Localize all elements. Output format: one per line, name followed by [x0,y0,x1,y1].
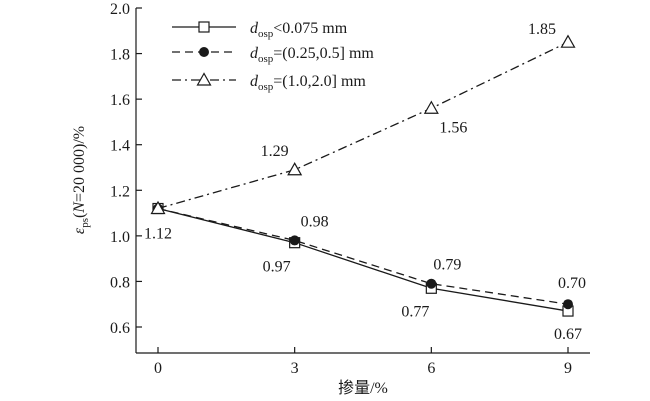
y-axis-title-n: N [71,201,88,214]
y-tick-label: 0.6 [110,320,130,337]
series-1-data-label: 1.12 [144,226,172,243]
y-tick-label: 1.0 [110,229,130,246]
series-2-line [157,207,569,305]
series-3-markers [150,34,576,215]
y-axis-title-subscript: ps [79,218,91,228]
y-axis-title-open: ( [71,213,88,218]
x-axis: 0 3 6 9 掺量/% [136,347,590,397]
series-3-data-label: 1.29 [261,143,289,160]
svg-text:εps(N=20 000)/%: εps(N=20 000)/% [71,126,91,234]
legend-item-3: dosp=(1.0,2.0] mm [172,72,366,93]
series-1-markers [152,202,574,317]
series-2-point [289,235,300,246]
x-ticks: 0 3 6 9 [154,347,572,377]
series-1-data-label: 0.77 [401,303,429,320]
series-2-point [426,278,437,289]
series-2-data-label: 0.70 [558,275,586,292]
y-axis-title-symbol: ε [71,227,88,234]
x-tick-label: 9 [564,360,572,377]
legend-marker [198,21,210,33]
series-3-data-label: 1.85 [528,21,556,38]
legend-label: dosp<0.075 mm [250,20,348,40]
series-2-data-label: 0.79 [433,257,461,274]
series-2-data-label: 0.98 [301,213,329,230]
y-tick-label: 1.4 [110,138,130,155]
x-tick-label: 6 [427,360,435,377]
legend-label: dosp=(0.25,0.5] mm [250,45,374,65]
y-ticks: 0.6 0.8 1.0 1.2 1.4 1.6 1.8 2.0 [110,1,142,337]
series-2 [157,207,569,305]
y-tick-label: 1.2 [110,183,130,200]
legend-item-1: dosp<0.075 mm [172,20,348,40]
series-2-markers [153,203,573,310]
x-axis-title: 掺量/% [338,379,388,397]
y-axis-title: εps(N=20 000)/% [71,126,91,234]
x-tick-label: 0 [154,360,162,377]
series-3-point [560,34,576,48]
series-2-point [563,299,573,310]
y-axis: 0.6 0.8 1.0 1.2 1.4 1.6 1.8 2.0 εps(N=20 000)/% [71,1,142,353]
y-tick-label: 1.8 [110,47,130,64]
series-3-point [287,162,303,176]
y-tick-label: 0.8 [110,274,130,291]
series-3 [157,41,569,210]
series-3-data-label: 1.56 [439,119,467,136]
y-tick-label: 2.0 [110,1,130,18]
series-1-data-label: 0.97 [263,259,291,276]
y-axis-title-rest: =20 000)/% [71,126,88,202]
series-1-line [157,207,569,312]
series-3-line [157,41,569,210]
legend-label: dosp=(1.0,2.0] mm [250,73,366,93]
legend-marker [199,47,209,57]
series-3-point [423,100,439,114]
series-1 [157,207,569,312]
data-labels: 1.12 0.97 0.77 0.67 0.98 0.79 0.70 1.29 1.56 1.85 [144,21,586,343]
y-tick-label: 1.6 [110,92,130,109]
legend-item-2: dosp=(0.25,0.5] mm [172,45,374,65]
series-1-data-label: 0.67 [554,326,582,343]
legend-marker [196,72,212,86]
series-layer [150,34,576,317]
series-3-point [150,200,166,215]
x-tick-label: 3 [291,360,299,377]
legend: dosp<0.075 mm dosp=(0.25,0.5] mm dosp=(1.0… [172,20,374,93]
